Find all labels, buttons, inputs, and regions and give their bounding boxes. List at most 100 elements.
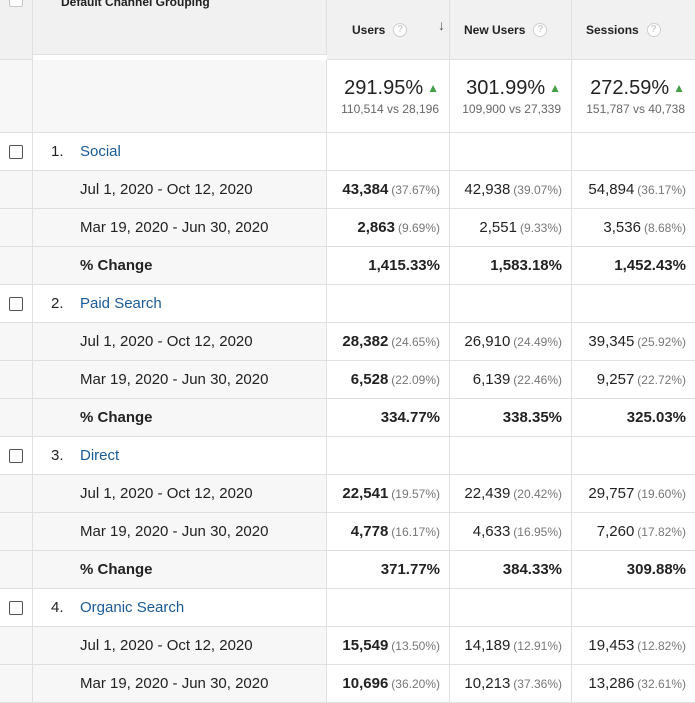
metric-value-cell: 22,541 (19.57%): [327, 475, 450, 513]
sessions-total-pct: 272.59%: [590, 76, 670, 99]
metric-value-cell: 29,757 (19.60%): [572, 475, 695, 513]
metric-value: 42,938: [464, 181, 511, 198]
metric-value-cell: 2,863 (9.69%): [327, 209, 450, 247]
question-circle-icon[interactable]: ?: [393, 22, 408, 37]
metric-value-cell: 6,139 (22.46%): [450, 361, 572, 399]
metric-value-cell: 19,453 (12.82%): [572, 627, 695, 665]
percent-change-value: 371.77%: [327, 551, 450, 589]
arrow-down-icon[interactable]: ↓: [438, 17, 445, 33]
group-sessions-cell: [572, 133, 695, 171]
row-check-cell: [0, 247, 33, 285]
channel-link[interactable]: Paid Search: [80, 295, 162, 312]
arrow-up-icon: ▲: [549, 81, 561, 95]
metric-value: 26,910: [464, 333, 511, 350]
new-users-header-label: New Users: [464, 22, 526, 37]
metric-share: (19.57%): [391, 486, 440, 501]
metric-value: 54,894: [588, 181, 635, 198]
select-all-checkbox[interactable]: [9, 0, 23, 7]
metric-value-cell: 9,257 (22.72%): [572, 361, 695, 399]
metric-value-cell: 14,189 (12.91%): [450, 627, 572, 665]
metric-value-cell: 6,528 (22.09%): [327, 361, 450, 399]
group-sessions-cell: [572, 589, 695, 627]
metric-value: 6,139: [472, 371, 511, 388]
percent-change-value: 1,583.18%: [450, 247, 572, 285]
metric-share: (22.72%): [637, 372, 686, 387]
new-users-total-pct: 301.99%: [466, 76, 546, 99]
new-users-column-header[interactable]: New Users ?: [450, 0, 572, 60]
metric-share: (13.50%): [391, 638, 440, 653]
channel-link[interactable]: Organic Search: [80, 599, 185, 616]
metric-value-cell: 2,551 (9.33%): [450, 209, 572, 247]
users-column-header[interactable]: Users ? ↓: [327, 0, 450, 60]
row-check-cell: [0, 589, 33, 627]
row-checkbox[interactable]: [9, 448, 23, 463]
metric-share: (25.92%): [637, 334, 686, 349]
metric-value: 6,528: [350, 371, 389, 388]
group-users-cell: [327, 589, 450, 627]
metric-share: (36.17%): [637, 182, 686, 197]
metric-share: (17.82%): [637, 524, 686, 539]
metric-value-cell: 3,536 (8.68%): [572, 209, 695, 247]
row-check-cell: [0, 551, 33, 589]
group-users-cell: [327, 133, 450, 171]
percent-change-value: 334.77%: [327, 399, 450, 437]
row-check-cell: [0, 133, 33, 171]
metric-value-cell: 7,260 (17.82%): [572, 513, 695, 551]
row-check-cell: [0, 361, 33, 399]
metric-value: 13,286: [588, 675, 635, 692]
arrow-up-icon: ▲: [427, 81, 439, 95]
percent-change-label: % Change: [33, 247, 327, 285]
percent-change-label: % Change: [33, 551, 327, 589]
metric-value-cell: 10,696 (36.20%): [327, 665, 450, 703]
metric-share: (22.46%): [513, 372, 562, 387]
metric-share: (8.68%): [643, 220, 686, 235]
sessions-column-header[interactable]: Sessions ?: [572, 0, 695, 60]
metric-value: 43,384: [342, 181, 389, 198]
metric-share: (16.95%): [513, 524, 562, 539]
row-checkbox[interactable]: [9, 600, 23, 615]
percent-change-value: 384.33%: [450, 551, 572, 589]
channel-group-cell: 3. Direct: [33, 437, 327, 475]
row-check-cell: [0, 285, 33, 323]
metric-value-cell: 39,345 (25.92%): [572, 323, 695, 361]
question-circle-icon[interactable]: ?: [533, 22, 548, 37]
dimension-header[interactable]: Default Channel Grouping: [33, 0, 327, 55]
row-check-cell: [0, 437, 33, 475]
percent-change-value: 309.88%: [572, 551, 695, 589]
metric-share: (12.91%): [513, 638, 562, 653]
date-range-label: Jul 1, 2020 - Oct 12, 2020: [33, 323, 327, 361]
metric-value: 14,189: [464, 637, 511, 654]
metric-value-cell: 43,384 (37.67%): [327, 171, 450, 209]
users-total-compare: 110,514 vs 28,196: [341, 101, 439, 116]
row-checkbox[interactable]: [9, 144, 23, 159]
channel-link[interactable]: Direct: [80, 447, 120, 464]
date-range-label: Jul 1, 2020 - Oct 12, 2020: [33, 627, 327, 665]
channel-group-cell: 1. Social: [33, 133, 327, 171]
dimension-header-label: Default Channel Grouping: [61, 0, 210, 9]
metric-value: 10,213: [464, 675, 511, 692]
arrow-up-icon: ▲: [673, 81, 685, 95]
date-range-label: Mar 19, 2020 - Jun 30, 2020: [33, 513, 327, 551]
group-new-users-cell: [450, 285, 572, 323]
metric-value: 7,260: [596, 523, 635, 540]
row-check-cell: [0, 627, 33, 665]
row-checkbox[interactable]: [9, 296, 23, 311]
metric-share: (32.61%): [637, 676, 686, 691]
group-new-users-cell: [450, 133, 572, 171]
metric-value: 15,549: [342, 637, 389, 654]
percent-change-value: 1,452.43%: [572, 247, 695, 285]
metric-share: (37.36%): [513, 676, 562, 691]
metric-value-cell: 15,549 (13.50%): [327, 627, 450, 665]
users-header-label: Users: [352, 22, 386, 37]
sessions-total: 272.59% ▲ 151,787 vs 40,738: [572, 60, 695, 133]
date-range-label: Jul 1, 2020 - Oct 12, 2020: [33, 475, 327, 513]
question-circle-icon[interactable]: ?: [646, 22, 661, 37]
metric-value: 29,757: [588, 485, 635, 502]
channel-link[interactable]: Social: [80, 143, 121, 160]
date-range-label: Jul 1, 2020 - Oct 12, 2020: [33, 171, 327, 209]
metric-value: 4,633: [472, 523, 511, 540]
metric-value-cell: 54,894 (36.17%): [572, 171, 695, 209]
row-check-cell: [0, 475, 33, 513]
metric-value: 22,541: [342, 485, 389, 502]
